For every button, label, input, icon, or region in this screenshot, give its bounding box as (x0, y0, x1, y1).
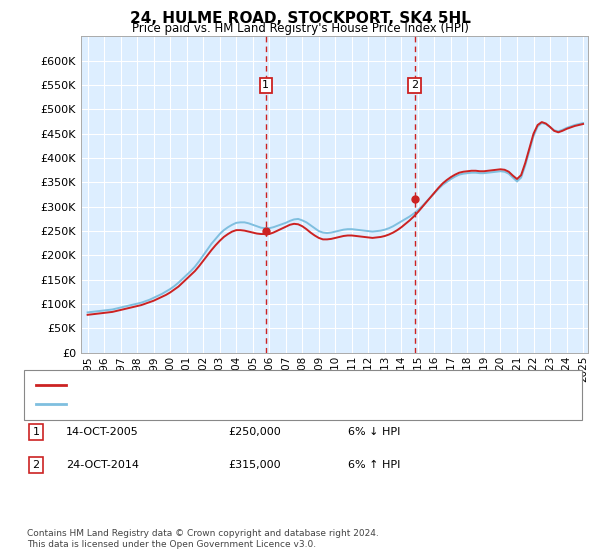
Text: Price paid vs. HM Land Registry's House Price Index (HPI): Price paid vs. HM Land Registry's House … (131, 22, 469, 35)
Text: HPI: Average price, detached house, Stockport: HPI: Average price, detached house, Stoc… (70, 399, 330, 409)
Text: 2: 2 (411, 81, 418, 91)
Text: 24, HULME ROAD, STOCKPORT, SK4 5HL (detached house): 24, HULME ROAD, STOCKPORT, SK4 5HL (deta… (70, 380, 396, 390)
Text: 14-OCT-2005: 14-OCT-2005 (66, 427, 139, 437)
Text: 24-OCT-2014: 24-OCT-2014 (66, 460, 139, 470)
Text: 2: 2 (32, 460, 40, 470)
Text: 24, HULME ROAD, STOCKPORT, SK4 5HL: 24, HULME ROAD, STOCKPORT, SK4 5HL (130, 11, 470, 26)
Text: £250,000: £250,000 (228, 427, 281, 437)
Text: £315,000: £315,000 (228, 460, 281, 470)
Text: 1: 1 (32, 427, 40, 437)
Text: 6% ↓ HPI: 6% ↓ HPI (348, 427, 400, 437)
Text: 6% ↑ HPI: 6% ↑ HPI (348, 460, 400, 470)
Text: Contains HM Land Registry data © Crown copyright and database right 2024.
This d: Contains HM Land Registry data © Crown c… (27, 529, 379, 549)
Text: 1: 1 (262, 81, 269, 91)
